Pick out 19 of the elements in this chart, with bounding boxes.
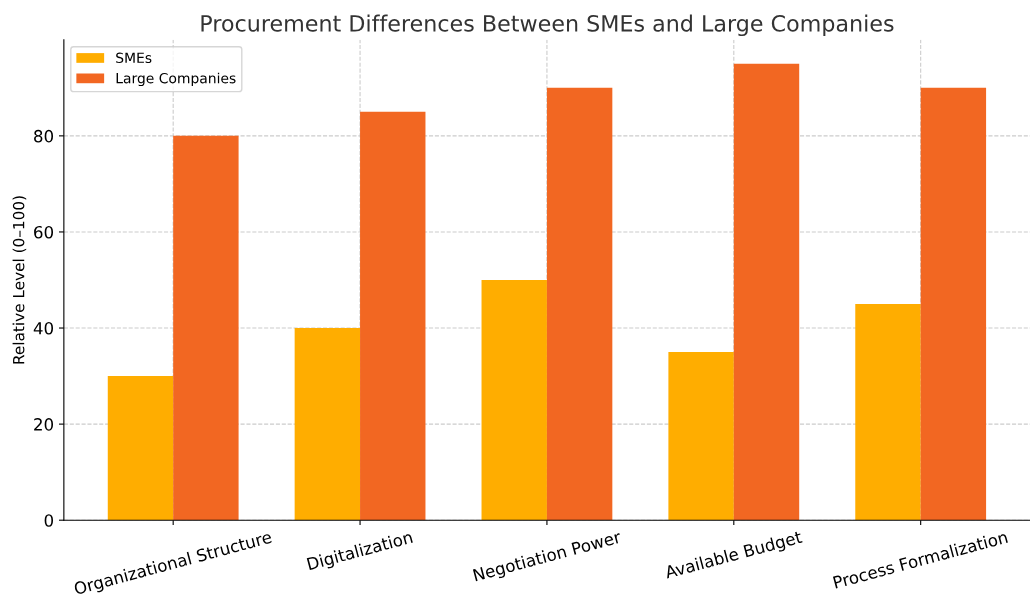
bar [481, 279, 547, 521]
bar [360, 111, 426, 521]
chart-title: Procurement Differences Between SMEs and Large Companies [201, 14, 894, 37]
legend-label: SMEs [116, 52, 152, 64]
bar [733, 63, 800, 521]
bar [546, 87, 613, 521]
bar [294, 328, 361, 521]
y-axis-title: Relative Level (0–100) [12, 196, 27, 364]
y-tick-label: 80 [34, 129, 54, 143]
y-tick-label: 40 [33, 321, 54, 335]
bar [668, 352, 734, 521]
legend-label: Large Companies [116, 72, 236, 87]
bar [107, 376, 174, 521]
y-tick-label: 0 [44, 514, 54, 527]
bar [920, 87, 987, 521]
bar [173, 135, 239, 521]
y-tick-label: 60 [34, 225, 54, 239]
bar [855, 304, 921, 521]
y-tick-label: 20 [34, 418, 54, 431]
